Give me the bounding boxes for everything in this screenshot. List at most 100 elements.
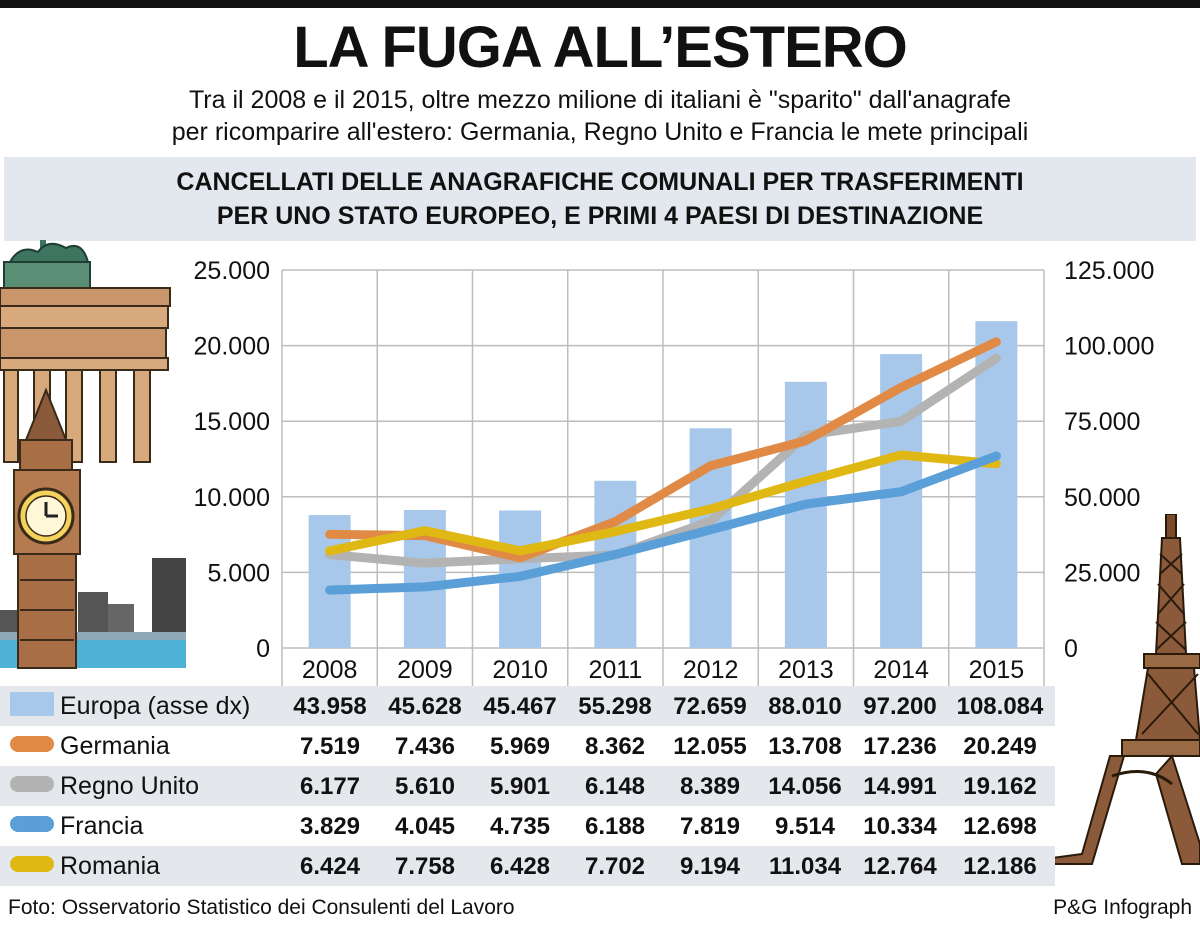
point-germania-2012 bbox=[709, 464, 712, 467]
legend-swatch-romania bbox=[10, 856, 54, 872]
legend-swatch-europa bbox=[10, 692, 54, 716]
bar-europa-2015 bbox=[975, 321, 1018, 648]
table-cell: 6.148 bbox=[584, 773, 646, 800]
bar-series-europa bbox=[308, 321, 1018, 648]
big-ben-illustration bbox=[13, 387, 81, 669]
x-axis-category-label: 2011 bbox=[588, 656, 642, 684]
legend-swatch-francia bbox=[10, 816, 54, 832]
x-axis-category-label: 2012 bbox=[683, 656, 739, 684]
x-axis-category-label: 2013 bbox=[778, 656, 834, 684]
left-axis-tick-label: 25.000 bbox=[194, 257, 270, 285]
table-cell: 6.424 bbox=[299, 853, 361, 880]
table-row-germania: Germania 7.519 7.436 5.969 8.362 12.055 … bbox=[0, 726, 1055, 766]
point-francia-2013 bbox=[804, 503, 807, 506]
right-axis-tick-label: 100.000 bbox=[1064, 333, 1154, 361]
table-cell: 108.084 bbox=[956, 693, 1044, 720]
left-axis-tick-label: 10.000 bbox=[194, 484, 270, 512]
chart-heading-line-1: CANCELLATI DELLE ANAGRAFICHE COMUNALI PE… bbox=[176, 168, 1024, 196]
point-francia-2012 bbox=[709, 528, 712, 531]
table-cell: 45.628 bbox=[388, 693, 462, 720]
eiffel-tower-illustration bbox=[1052, 514, 1200, 865]
table-cell: 8.389 bbox=[679, 773, 741, 800]
row-label: Europa (asse dx) bbox=[60, 692, 251, 720]
point-germania-2010 bbox=[519, 556, 522, 559]
point-francia-2010 bbox=[519, 575, 522, 578]
table-cell: 7.758 bbox=[394, 853, 456, 880]
table-cell: 9.514 bbox=[774, 813, 836, 840]
table-row-romania: Romania 6.424 7.758 6.428 7.702 9.194 11… bbox=[0, 846, 1055, 886]
row-label: Romania bbox=[60, 852, 161, 880]
right-axis-tick-label: 50.000 bbox=[1064, 484, 1140, 512]
table-row-europa: Europa (asse dx) 43.958 45.628 45.467 55… bbox=[0, 686, 1055, 726]
subtitle-line-2: per ricomparire all'estero: Germania, Re… bbox=[171, 118, 1029, 146]
bar-europa-2013 bbox=[784, 381, 827, 648]
right-axis-tick-label: 0 bbox=[1064, 635, 1078, 663]
table-cell: 43.958 bbox=[293, 693, 367, 720]
table-cell: 17.236 bbox=[863, 733, 937, 760]
table-cell: 5.901 bbox=[489, 773, 551, 800]
table-cell: 7.702 bbox=[584, 853, 646, 880]
table-cell: 7.436 bbox=[394, 733, 456, 760]
x-axis-category-label: 2009 bbox=[397, 656, 453, 684]
table-cell: 12.186 bbox=[963, 853, 1037, 880]
table-cell: 14.991 bbox=[863, 773, 937, 800]
row-label: Regno Unito bbox=[60, 772, 199, 800]
x-axis-category-label: 2010 bbox=[492, 656, 548, 684]
left-axis-tick-label: 5.000 bbox=[207, 559, 270, 587]
chart-heading-line-2: PER UNO STATO EUROPEO, E PRIMI 4 PAESI D… bbox=[216, 202, 984, 230]
point-regno-unito-2012 bbox=[709, 520, 712, 523]
point-romania-2008 bbox=[328, 549, 331, 552]
x-axis-category-label: 2015 bbox=[969, 656, 1025, 684]
table-cell: 10.334 bbox=[863, 813, 937, 840]
point-romania-2010 bbox=[519, 549, 522, 552]
table-cell: 9.194 bbox=[679, 853, 741, 880]
table-cell: 8.362 bbox=[584, 733, 646, 760]
page-title: LA FUGA ALL’ESTERO bbox=[293, 15, 908, 80]
point-regno-unito-2015 bbox=[995, 357, 998, 360]
point-francia-2015 bbox=[995, 455, 998, 458]
table-row-regno-unito: Regno Unito 6.177 5.610 5.901 6.148 8.38… bbox=[0, 766, 1055, 806]
point-romania-2012 bbox=[709, 507, 712, 510]
point-germania-2013 bbox=[804, 439, 807, 442]
bar-europa-2014 bbox=[880, 354, 923, 648]
right-axis-tick-label: 25.000 bbox=[1064, 559, 1140, 587]
table-cell: 72.659 bbox=[673, 693, 747, 720]
point-regno-unito-2009 bbox=[423, 562, 426, 565]
table-cell: 12.764 bbox=[863, 853, 937, 880]
table-cell: 6.188 bbox=[584, 813, 646, 840]
point-francia-2014 bbox=[900, 490, 903, 493]
table-cell: 20.249 bbox=[963, 733, 1037, 760]
table-cell: 55.298 bbox=[578, 693, 652, 720]
left-axis-tick-label: 0 bbox=[256, 635, 270, 663]
table-cell: 5.969 bbox=[489, 733, 551, 760]
point-regno-unito-2014 bbox=[900, 420, 903, 423]
table-cell: 13.708 bbox=[768, 733, 842, 760]
table-cell: 12.698 bbox=[963, 813, 1037, 840]
point-germania-2015 bbox=[995, 340, 998, 343]
table-cell: 5.610 bbox=[394, 773, 456, 800]
left-axis-tick-label: 20.000 bbox=[194, 333, 270, 361]
subtitle-line-1: Tra il 2008 e il 2015, oltre mezzo milio… bbox=[188, 86, 1012, 114]
table-cell: 6.428 bbox=[489, 853, 551, 880]
line-series-romania bbox=[325, 450, 1001, 556]
x-axis-category-label: 2008 bbox=[302, 656, 358, 684]
point-francia-2011 bbox=[614, 553, 617, 556]
point-germania-2014 bbox=[900, 386, 903, 389]
bar-europa-2011 bbox=[594, 480, 637, 648]
legend-swatch-germania bbox=[10, 736, 54, 752]
right-axis-ticks: 125.000 100.000 75.000 50.000 25.000 0 bbox=[1064, 257, 1154, 663]
table-cell: 3.829 bbox=[299, 813, 361, 840]
point-romania-2011 bbox=[614, 530, 617, 533]
row-label: Francia bbox=[60, 812, 144, 840]
row-label: Germania bbox=[60, 732, 170, 760]
table-cell: 97.200 bbox=[863, 693, 937, 720]
point-romania-2009 bbox=[423, 529, 426, 532]
line-series-germania bbox=[325, 337, 1001, 563]
point-romania-2014 bbox=[900, 454, 903, 457]
point-romania-2015 bbox=[995, 462, 998, 465]
table-cell: 11.034 bbox=[768, 853, 842, 880]
point-francia-2008 bbox=[328, 589, 331, 592]
source-note: Foto: Osservatorio Statistico dei Consul… bbox=[8, 896, 515, 919]
table-cell: 45.467 bbox=[483, 693, 557, 720]
left-axis-tick-label: 15.000 bbox=[194, 408, 270, 436]
